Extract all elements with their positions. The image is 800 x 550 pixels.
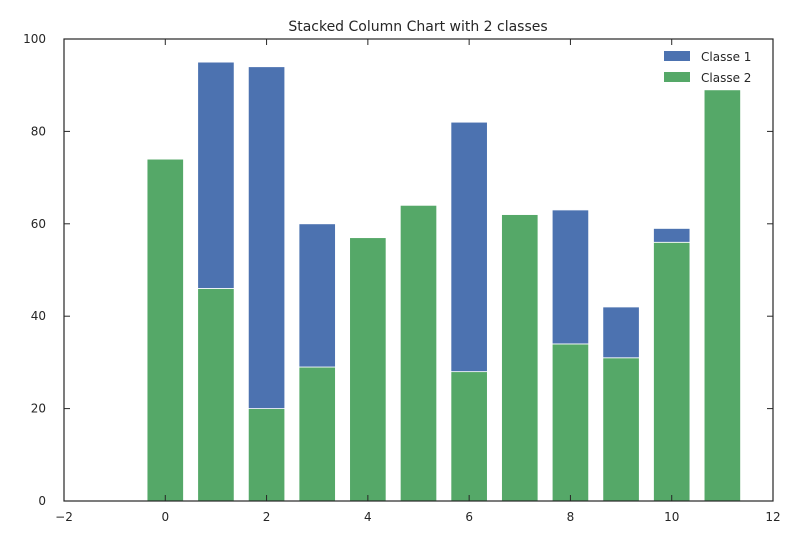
bar-classe-2-1	[197, 288, 235, 502]
x-tick-label: 8	[567, 510, 575, 524]
legend-swatch-classe-1	[664, 51, 690, 61]
y-tick-label: 20	[31, 402, 46, 416]
bar-classe-2-11	[703, 89, 741, 502]
bar-classe-1-10	[653, 228, 691, 243]
legend: Classe 1 Classe 2	[664, 50, 751, 85]
bar-classe-1-1	[197, 61, 235, 289]
bar-classe-1-3	[298, 223, 336, 368]
x-tick-label: 0	[161, 510, 169, 524]
bar-classe-1-8	[551, 209, 590, 345]
axes-frame	[63, 38, 774, 502]
legend-swatch-classe-2	[664, 72, 690, 82]
bar-classe-2-7	[501, 214, 539, 502]
y-tick-label: 60	[31, 217, 46, 231]
bar-classe-1-2	[247, 66, 286, 410]
bar-classe-2-0	[146, 158, 184, 502]
y-tick-label: 40	[31, 309, 46, 323]
bar-classe-1-6	[450, 121, 488, 373]
bars-group	[146, 61, 741, 502]
bar-classe-2-9	[602, 357, 640, 502]
bar-classe-2-5	[399, 204, 438, 502]
x-tick-label: 12	[765, 510, 780, 524]
y-tick-label: 80	[31, 124, 46, 138]
bar-classe-2-3	[298, 366, 336, 502]
bar-classe-1-9	[602, 306, 640, 359]
bar-classe-2-6	[450, 371, 488, 502]
x-tick-label: 6	[465, 510, 473, 524]
bar-classe-2-2	[247, 408, 286, 502]
x-tick-label: 10	[664, 510, 679, 524]
bar-classe-2-8	[551, 343, 590, 502]
legend-label-classe-2: Classe 2	[701, 71, 751, 85]
x-tick-label: −2	[55, 510, 73, 524]
bar-classe-2-4	[349, 237, 387, 502]
x-tick-label: 4	[364, 510, 372, 524]
bar-classe-2-10	[653, 241, 691, 502]
ticks-group: −2 0 2 4 6 8 10 12 0 20 40 60 80 100	[23, 32, 781, 524]
y-tick-label: 0	[38, 494, 46, 508]
y-tick-label: 100	[23, 32, 46, 46]
x-tick-label: 2	[263, 510, 271, 524]
legend-label-classe-1: Classe 1	[701, 50, 751, 64]
chart-title: Stacked Column Chart with 2 classes	[288, 19, 547, 35]
